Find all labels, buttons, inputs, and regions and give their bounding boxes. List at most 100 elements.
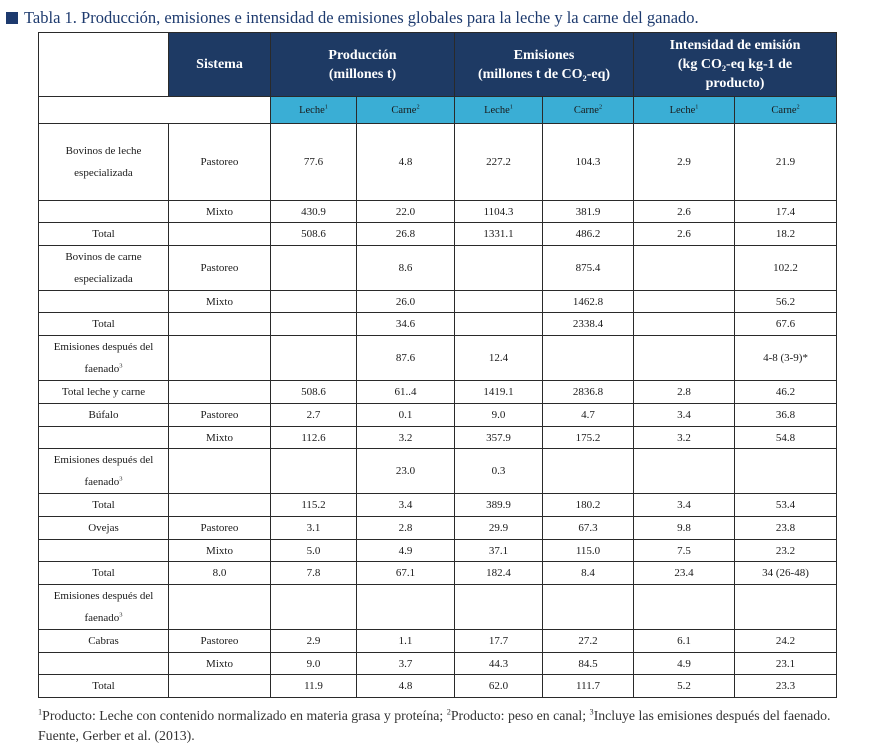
cell-value: 102.2 (734, 245, 838, 291)
cell-value (454, 245, 544, 291)
row-sistema (168, 584, 271, 630)
header-emisiones: Emisiones (millones t de CO₂-eq) (454, 32, 635, 97)
cell-value: 5.0 (270, 539, 357, 562)
cell-value (734, 448, 838, 494)
cell-value: 4.8 (355, 674, 456, 698)
cell-value: 357.9 (454, 426, 544, 449)
header-row-main: Sistema Producción (millones t) Emisiones… (38, 32, 838, 97)
cell-value (454, 290, 544, 313)
cell-value: 389.9 (454, 493, 544, 517)
table-row: Ovejas Pastoreo 3.1 2.8 29.9 67.3 9.8 23… (38, 516, 838, 540)
header-sistema: Sistema (168, 32, 271, 97)
row-label (38, 200, 169, 223)
row-sistema (168, 674, 271, 698)
table-row: Bovinos de carne especializada Pastoreo … (38, 245, 838, 291)
cell-value: 1104.3 (454, 200, 544, 223)
row-sistema (168, 312, 271, 336)
row-sistema: Pastoreo (168, 403, 271, 427)
cell-value: 67.1 (355, 561, 456, 585)
table-row: Total 115.2 3.4 389.9 180.2 3.4 53.4 (38, 493, 838, 517)
cell-value: 508.6 (270, 380, 357, 404)
cell-value: 4.7 (542, 403, 635, 427)
cell-value: 875.4 (542, 245, 635, 291)
table-row: Total leche y carne 508.6 61..4 1419.1 2… (38, 380, 838, 404)
cell-value (734, 584, 838, 630)
table-row: Búfalo Pastoreo 2.7 0.1 9.0 4.7 3.4 36.8 (38, 403, 838, 427)
cell-value: 27.2 (542, 629, 635, 653)
cell-value: 3.7 (355, 652, 456, 675)
cell-value: 67.3 (542, 516, 635, 540)
row-label: Cabras (38, 629, 169, 653)
cell-value: 12.4 (454, 335, 544, 381)
cell-value: 7.5 (633, 539, 736, 562)
table-row: Total 11.9 4.8 62.0 111.7 5.2 23.3 (38, 674, 838, 698)
cell-value (355, 584, 456, 630)
header-row-sub: Leche1 Carne2 Leche1 Carne2 Leche1 Carne… (38, 96, 838, 124)
cell-value (270, 448, 357, 494)
table-caption: Tabla 1. Producción, emisiones e intensi… (6, 8, 866, 28)
cell-value: 9.8 (633, 516, 736, 540)
cell-value: 61..4 (355, 380, 456, 404)
cell-value: 17.4 (734, 200, 838, 223)
cell-value: 44.3 (454, 652, 544, 675)
cell-value: 2.9 (270, 629, 357, 653)
row-sistema: Mixto (168, 539, 271, 562)
header-produccion: Producción (millones t) (269, 32, 456, 97)
cell-value: 1462.8 (542, 290, 635, 313)
row-label (38, 290, 169, 313)
cell-value: 115.2 (270, 493, 357, 517)
cell-value: 2.6 (633, 200, 736, 223)
cell-value: 29.9 (454, 516, 544, 540)
cell-value: 115.0 (542, 539, 635, 562)
row-sistema (168, 493, 271, 517)
row-label (38, 426, 169, 449)
row-sistema: Mixto (168, 290, 271, 313)
cell-value (633, 312, 736, 336)
cell-value (270, 290, 357, 313)
row-sistema (168, 335, 271, 381)
cell-value: 34 (26-48) (734, 561, 838, 585)
cell-value: 23.0 (355, 448, 456, 494)
cell-value (542, 448, 635, 494)
cell-value: 1419.1 (454, 380, 544, 404)
cell-value: 67.6 (734, 312, 838, 336)
table-footnote: 1Producto: Leche con contenido normaliza… (38, 707, 831, 743)
cell-value: 3.1 (270, 516, 357, 540)
cell-value: 53.4 (734, 493, 838, 517)
cell-value: 227.2 (454, 123, 544, 201)
row-label: Total (38, 222, 169, 246)
cell-value: 23.3 (734, 674, 838, 698)
cell-value: 2.9 (633, 123, 736, 201)
cell-value: 84.5 (542, 652, 635, 675)
table-row: Mixto 9.0 3.7 44.3 84.5 4.9 23.1 (38, 652, 838, 675)
cell-value: 8.6 (355, 245, 456, 291)
row-sistema: 8.0 (168, 561, 271, 585)
row-label: Emisiones después del faenado3 (38, 448, 169, 494)
cell-value: 54.8 (734, 426, 838, 449)
cell-value: 4-8 (3-9)* (734, 335, 838, 381)
cell-value: 3.4 (633, 493, 736, 517)
row-label: Bovinos de carne especializada (38, 245, 169, 291)
cell-value (633, 335, 736, 381)
table-row: Cabras Pastoreo 2.9 1.1 17.7 27.2 6.1 24… (38, 629, 838, 653)
cell-value: 2338.4 (542, 312, 635, 336)
cell-value: 23.2 (734, 539, 838, 562)
subheader-blank-cell (38, 96, 271, 124)
cell-value: 2836.8 (542, 380, 635, 404)
row-sistema (168, 380, 271, 404)
cell-value (633, 290, 736, 313)
header-intensidad: Intensidad de emisión (kg CO₂-eq kg-1 de p… (633, 32, 838, 97)
cell-value: 9.0 (454, 403, 544, 427)
row-sistema: Pastoreo (168, 245, 271, 291)
cell-value: 22.0 (355, 200, 456, 223)
cell-value (633, 584, 736, 630)
subheader-carne-intensidad: Carne2 (734, 96, 838, 124)
row-sistema (168, 448, 271, 494)
row-label: Total (38, 561, 169, 585)
cell-value: 111.7 (542, 674, 635, 698)
row-label: Total (38, 312, 169, 336)
emissions-table: Sistema Producción (millones t) Emisiones… (38, 32, 838, 698)
row-label: Total leche y carne (38, 380, 169, 404)
table-row: Emisiones después del faenado3 (38, 584, 838, 630)
cell-value: 2.7 (270, 403, 357, 427)
